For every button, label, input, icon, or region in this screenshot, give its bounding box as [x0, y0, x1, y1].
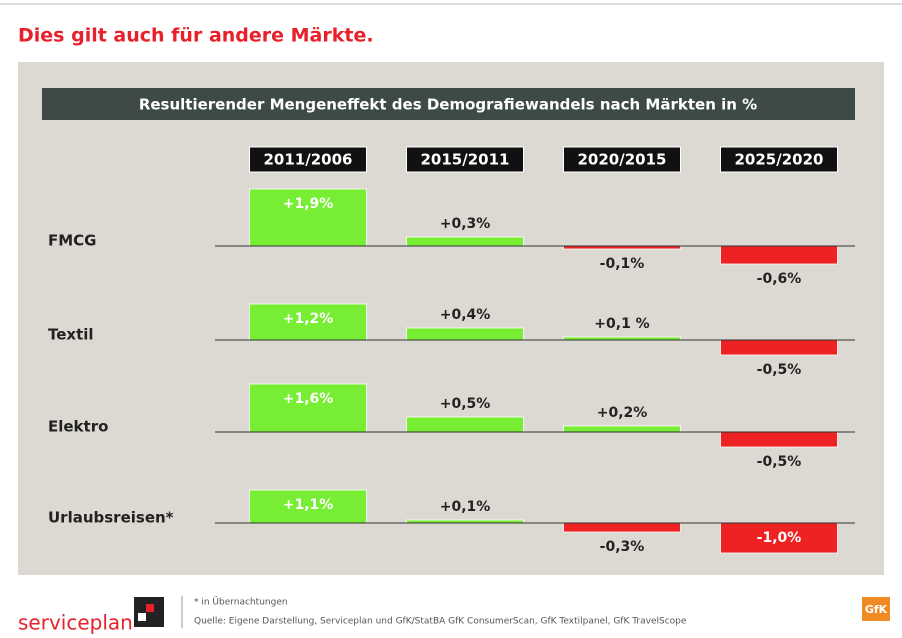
- value-label: +0,5%: [440, 396, 491, 412]
- bar: [563, 522, 681, 533]
- logo-right: GfK: [865, 603, 888, 616]
- logo-icon-accent: [138, 613, 146, 621]
- value-label: +1,6%: [283, 391, 334, 407]
- logo-icon-accent: [146, 604, 154, 612]
- value-label: +0,4%: [440, 307, 491, 323]
- bar: [720, 245, 838, 265]
- value-label: -0,6%: [757, 271, 802, 287]
- row-label: Textil: [48, 326, 94, 344]
- value-label: +0,1%: [440, 499, 491, 515]
- value-label: +0,2%: [597, 405, 648, 421]
- logo-left: serviceplan: [18, 611, 133, 635]
- page-heading: Dies gilt auch für andere Märkte.: [18, 25, 374, 47]
- bar: [563, 425, 681, 433]
- bar: [249, 188, 367, 247]
- value-label: -1,0%: [757, 530, 802, 546]
- bar: [406, 236, 524, 247]
- column-header: 2020/2015: [578, 151, 667, 169]
- value-label: -0,1%: [600, 256, 645, 272]
- row-label: Elektro: [48, 418, 108, 436]
- bar: [720, 339, 838, 356]
- column-header: 2015/2011: [421, 151, 510, 169]
- bar: [720, 522, 838, 554]
- value-label: -0,3%: [600, 539, 645, 555]
- chart-title: Resultierender Mengeneffekt des Demograf…: [139, 96, 757, 114]
- title-bar: [42, 88, 855, 120]
- column-header-box: [563, 146, 681, 173]
- logo-right-box: [862, 597, 890, 621]
- column-header-box: [249, 146, 367, 173]
- row-label: FMCG: [48, 232, 97, 250]
- bar: [249, 303, 367, 341]
- footnote: * in Übernachtungen: [194, 597, 288, 608]
- column-header-box: [406, 146, 524, 173]
- column-header-box: [720, 146, 838, 173]
- value-label: +1,1%: [283, 497, 334, 513]
- bar: [406, 327, 524, 341]
- source: Quelle: Eigene Darstellung, Serviceplan …: [194, 617, 687, 627]
- bar: [249, 383, 367, 433]
- column-header: 2011/2006: [264, 151, 353, 169]
- value-label: -0,5%: [757, 362, 802, 378]
- value-label: +1,2%: [283, 311, 334, 327]
- row-label: Urlaubsreisen*: [48, 509, 174, 527]
- bar: [720, 431, 838, 448]
- bar: [249, 489, 367, 524]
- value-label: -0,5%: [757, 454, 802, 470]
- column-header: 2025/2020: [735, 151, 824, 169]
- bar: [406, 416, 524, 433]
- value-label: +0,3%: [440, 216, 491, 232]
- value-label: +1,9%: [283, 196, 334, 212]
- value-label: +0,1 %: [594, 316, 649, 332]
